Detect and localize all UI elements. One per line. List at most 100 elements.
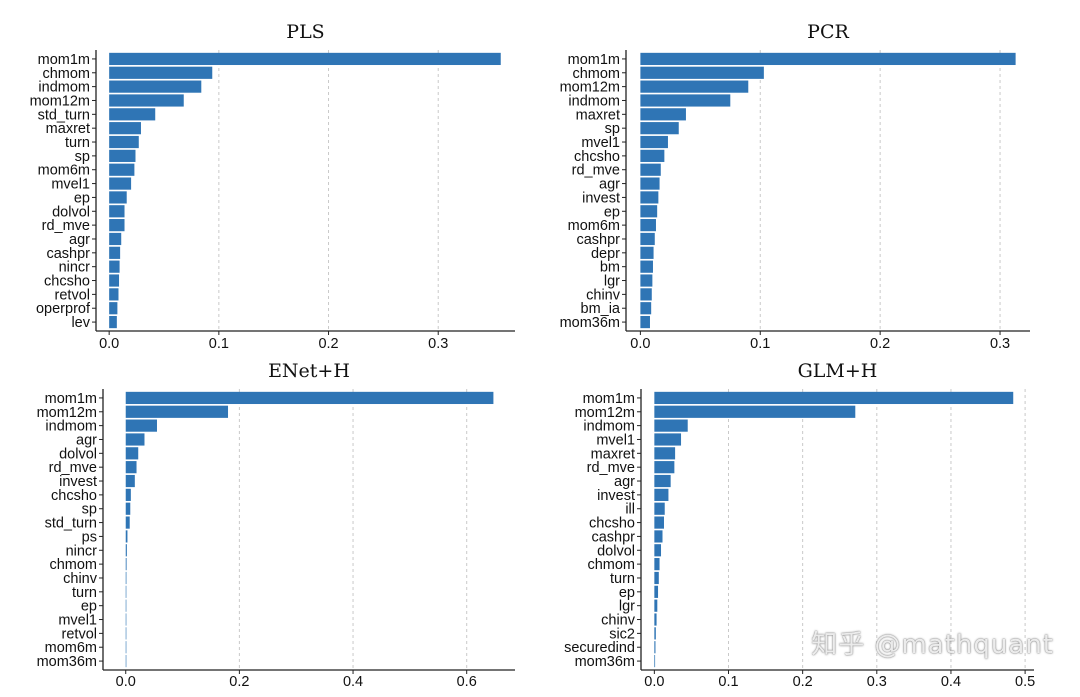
x-tick-label: 0.4 (941, 674, 961, 690)
x-tick-label: 0.2 (229, 674, 249, 690)
bar-mom36m (654, 654, 656, 668)
bar-chmom (109, 66, 213, 79)
x-tick-label: 0.3 (990, 336, 1010, 352)
y-tick-label: invest (59, 474, 97, 490)
y-tick-label: nincr (59, 260, 91, 276)
x-tick-label: 0.1 (718, 674, 738, 690)
bar-ps (125, 530, 128, 543)
bar-indmom (654, 419, 688, 432)
x-tick-label: 0.0 (644, 674, 664, 690)
y-tick-label: chinv (63, 571, 98, 587)
y-tick-label: maxret (46, 121, 90, 137)
bar-chcsho (125, 488, 131, 501)
y-tick-label: sp (82, 502, 97, 518)
bar-lgr (640, 274, 653, 287)
x-tick-label: 0.2 (318, 336, 338, 352)
y-tick-label: bm_ia (581, 301, 621, 317)
y-tick-label: operprof (36, 301, 91, 317)
x-tick-label: 0.2 (870, 336, 890, 352)
bar-agr (125, 433, 145, 446)
bar-mom6m (640, 219, 656, 232)
y-tick-label: chmom (49, 557, 97, 573)
bar-maxret (640, 108, 686, 121)
y-tick-label: retvol (55, 287, 90, 303)
x-tick-label: 0.0 (99, 336, 119, 352)
y-tick-label: dolvol (597, 543, 635, 559)
chart-title: ENet+H (268, 360, 350, 382)
bar-chmom (125, 558, 127, 571)
x-tick-label: 0.3 (428, 336, 448, 352)
y-tick-label: bm (600, 260, 620, 276)
y-tick-label: mom6m (568, 218, 620, 234)
bar-cashpr (640, 232, 655, 246)
bar-turn (654, 571, 659, 585)
bar-dolvol (125, 447, 139, 460)
bar-agr (654, 474, 671, 488)
y-tick-label: mom12m (37, 405, 97, 421)
bar-maxret (654, 447, 676, 460)
bar-mom6m (109, 163, 135, 176)
y-tick-label: turn (72, 585, 97, 601)
x-tick-label: 0.5 (1015, 674, 1035, 690)
x-tick-label: 0.1 (209, 336, 229, 352)
chart-title: PCR (807, 21, 849, 43)
y-tick-label: indmom (583, 419, 635, 435)
bar-mom36m (125, 654, 127, 668)
bar-chcsho (640, 149, 665, 162)
y-tick-label: turn (65, 135, 90, 151)
bar-retvol (109, 288, 119, 301)
x-tick-label: 0.3 (867, 674, 887, 690)
y-tick-label: mom6m (45, 640, 97, 656)
bar-operprof (109, 302, 118, 315)
y-tick-label: lgr (619, 599, 635, 615)
y-tick-label: chmom (587, 557, 635, 573)
watermark: 知乎 @mathquant (811, 630, 1054, 660)
bar-ep (125, 599, 127, 612)
y-tick-label: indmom (38, 80, 90, 96)
bar-std_turn (125, 516, 130, 529)
bar-chmom (654, 558, 660, 571)
bar-depr (640, 246, 654, 259)
y-tick-label: dolvol (52, 204, 90, 220)
bar-mom1m (125, 391, 494, 405)
bar-invest (654, 488, 669, 501)
y-tick-label: invest (597, 488, 635, 504)
y-tick-label: ep (604, 204, 620, 220)
chart-panel-4: mom1mmom12mindmommvel1maxretrd_mveagrinv… (564, 360, 1035, 690)
bar-lgr (654, 599, 658, 612)
chart-panel-1: mom1mchmomindmommom12mstd_turnmaxretturn… (30, 21, 515, 352)
y-tick-label: depr (591, 246, 620, 262)
bar-indmom (125, 419, 157, 432)
y-tick-label: ps (82, 529, 97, 545)
bar-bm_ia (640, 302, 652, 315)
bar-ep (109, 191, 127, 204)
bar-securedind (654, 641, 656, 654)
y-tick-label: indmom (45, 419, 97, 435)
bar-rd_mve (109, 219, 125, 232)
x-tick-label: 0.6 (457, 674, 477, 690)
bar-rd_mve (654, 461, 675, 474)
y-tick-label: rd_mve (572, 163, 620, 179)
bar-dolvol (654, 544, 662, 557)
bar-mom1m (640, 52, 1016, 66)
bar-turn (125, 585, 127, 598)
y-tick-label: mvel1 (581, 135, 620, 151)
y-tick-label: rd_mve (49, 460, 97, 476)
bar-ill (654, 502, 665, 515)
bar-turn (109, 135, 139, 149)
y-tick-label: rd_mve (587, 460, 635, 476)
bar-mvel1 (654, 433, 682, 446)
y-tick-label: chinv (586, 287, 621, 303)
y-tick-label: chcsho (44, 274, 90, 290)
bar-bm (640, 260, 653, 273)
y-tick-label: mom36m (560, 315, 620, 331)
bar-mvel1 (125, 613, 127, 626)
bar-std_turn (109, 108, 156, 121)
y-tick-label: ep (81, 599, 97, 615)
y-tick-label: mom1m (568, 52, 620, 68)
bar-cashpr (654, 530, 663, 543)
bar-rd_mve (125, 461, 137, 474)
y-tick-label: rd_mve (42, 218, 90, 234)
y-tick-label: mom36m (575, 654, 635, 670)
y-tick-label: lev (71, 315, 90, 331)
